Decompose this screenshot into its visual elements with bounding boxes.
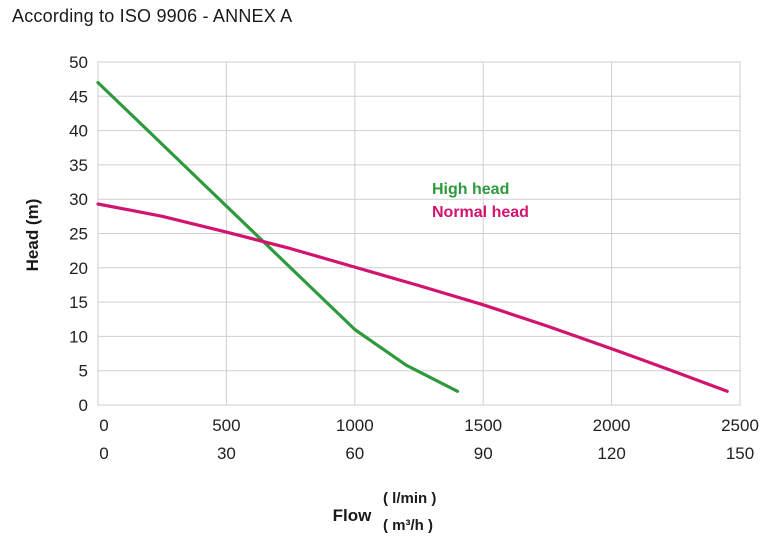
y-tick-label: 40 — [69, 122, 88, 141]
x-axis-label: Flow — [333, 506, 372, 525]
y-tick-label: 10 — [69, 327, 88, 346]
x-unit-lmin: ( l/min ) — [383, 490, 436, 507]
y-tick-label: 0 — [79, 396, 88, 415]
x-tick-label-lmin: 1000 — [336, 416, 374, 435]
y-tick-label: 50 — [69, 53, 88, 72]
series-line-high-head — [96, 80, 460, 393]
y-tick-label: 20 — [69, 259, 88, 278]
y-axis-ticks: 0 5 10 15 20 25 30 35 40 45 50 — [69, 53, 88, 415]
x-tick-label-lmin: 0 — [99, 416, 108, 435]
series-lines — [96, 80, 729, 393]
x-tick-label-lmin: 500 — [212, 416, 240, 435]
legend-normal-head: Normal head — [432, 204, 529, 221]
x-tick-label-m3h: 60 — [345, 444, 364, 463]
grid — [97, 61, 741, 406]
x-tick-label-m3h: 150 — [726, 444, 754, 463]
series-line-normal-head — [96, 202, 729, 393]
x-tick-label-lmin: 1500 — [464, 416, 502, 435]
y-tick-label: 25 — [69, 225, 88, 244]
y-tick-label: 30 — [69, 190, 88, 209]
x-tick-label-lmin: 2500 — [721, 416, 759, 435]
x-unit-m3h: ( m³/h ) — [383, 517, 433, 534]
legend-high-head: High head — [432, 181, 509, 198]
y-axis-label: Head (m) — [23, 199, 42, 272]
y-tick-label: 35 — [69, 156, 88, 175]
y-tick-label: 45 — [69, 87, 88, 106]
x-tick-label-m3h: 120 — [597, 444, 625, 463]
y-tick-label: 15 — [69, 293, 88, 312]
x-axis-ticks-m3h: 0 30 60 90 120 150 — [99, 444, 754, 463]
x-tick-label-m3h: 90 — [474, 444, 493, 463]
x-tick-label-lmin: 2000 — [593, 416, 631, 435]
chart-title: According to ISO 9906 - ANNEX A — [12, 6, 293, 26]
x-tick-label-m3h: 30 — [217, 444, 236, 463]
y-tick-label: 5 — [79, 362, 88, 381]
x-tick-label-m3h: 0 — [99, 444, 108, 463]
x-axis-ticks-lmin: 0 500 1000 1500 2000 2500 — [99, 416, 759, 435]
